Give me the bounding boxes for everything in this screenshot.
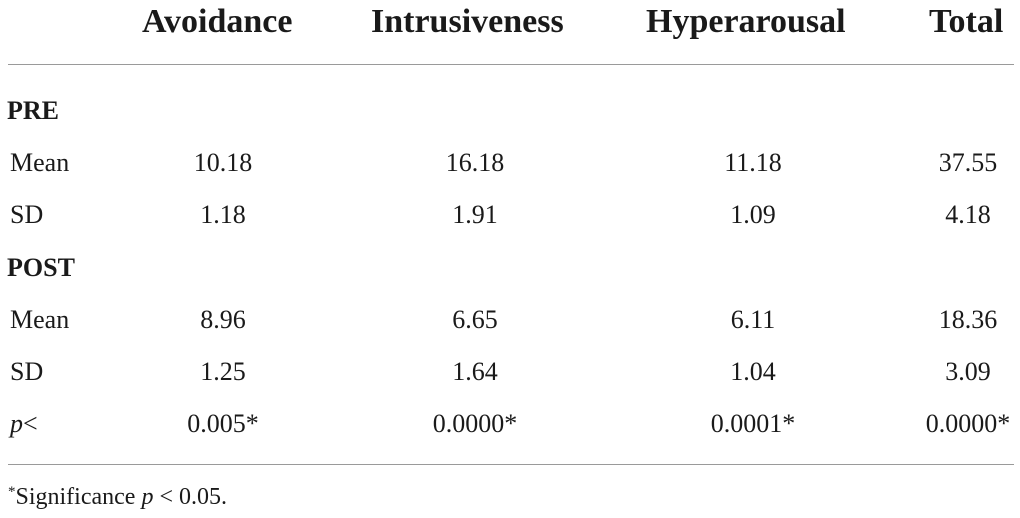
cell-post-sd-hyperarousal: 1.04 <box>730 357 776 386</box>
p-symbol: p <box>10 409 23 438</box>
cell-p-avoidance: 0.005* <box>187 409 259 438</box>
cell-p-total: 0.0000* <box>925 409 1011 438</box>
header-rule <box>8 64 1014 65</box>
cell-post-sd-intrusiveness: 1.64 <box>452 357 498 386</box>
row-label-post-sd: SD <box>10 357 44 386</box>
cell-post-mean-hyperarousal: 6.11 <box>730 305 776 334</box>
cell-post-mean-total: 18.36 <box>938 305 998 334</box>
cell-pre-sd-total: 4.18 <box>945 200 991 229</box>
row-label-post-mean: Mean <box>10 305 70 334</box>
footnote-mark: * <box>8 484 16 500</box>
col-header-total: Total <box>929 3 1004 40</box>
footnote-p-symbol: p <box>141 484 154 510</box>
cell-p-hyperarousal: 0.0001* <box>710 409 796 438</box>
group-label-pre: PRE <box>7 96 59 125</box>
cell-p-intrusiveness: 0.0000* <box>432 409 518 438</box>
cell-pre-sd-intrusiveness: 1.91 <box>452 200 498 229</box>
footnote: *Significance p < 0.05. <box>8 484 227 510</box>
col-header-avoidance: Avoidance <box>142 3 293 40</box>
cell-pre-sd-hyperarousal: 1.09 <box>730 200 776 229</box>
cell-pre-sd-avoidance: 1.18 <box>200 200 246 229</box>
col-header-intrusiveness: Intrusiveness <box>371 3 564 40</box>
cell-post-mean-intrusiveness: 6.65 <box>452 305 498 334</box>
footnote-rest: < 0.05. <box>153 484 227 510</box>
cell-pre-mean-intrusiveness: 16.18 <box>445 148 505 177</box>
row-label-p: p< <box>10 411 38 437</box>
cell-pre-mean-total: 37.55 <box>938 148 998 177</box>
cell-post-mean-avoidance: 8.96 <box>200 305 246 334</box>
cell-pre-mean-avoidance: 10.18 <box>193 148 253 177</box>
group-label-post: POST <box>7 253 75 282</box>
row-label-pre-sd: SD <box>10 200 44 229</box>
cell-pre-mean-hyperarousal: 11.18 <box>724 148 782 177</box>
cell-post-sd-total: 3.09 <box>945 357 991 386</box>
col-header-hyperarousal: Hyperarousal <box>646 3 846 40</box>
footnote-text: Significance <box>15 484 142 510</box>
row-label-pre-mean: Mean <box>10 148 70 177</box>
cell-post-sd-avoidance: 1.25 <box>200 357 246 386</box>
footer-rule <box>8 464 1014 465</box>
p-operator: < <box>23 409 38 438</box>
